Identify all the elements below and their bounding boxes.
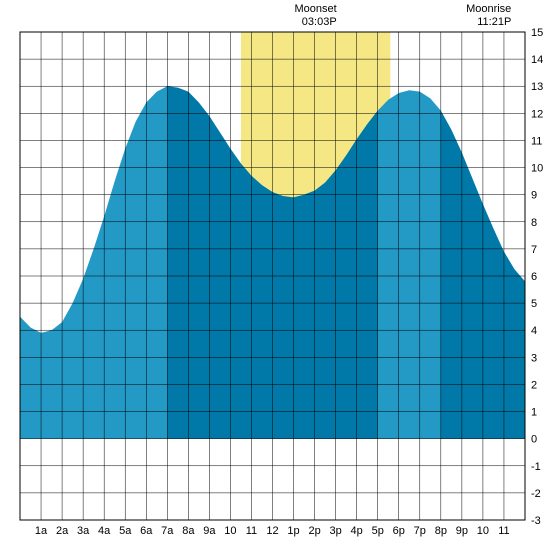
x-tick-label: 3a	[77, 525, 90, 537]
x-tick-label: 2a	[56, 525, 69, 537]
y-tick-label: 9	[531, 190, 537, 202]
y-tick-label: 8	[531, 217, 537, 229]
x-tick-label: 10	[477, 525, 489, 537]
moonset-label: Moonset	[294, 3, 336, 15]
moonset-time: 03:03P	[302, 16, 337, 28]
x-tick-label: 6p	[393, 525, 405, 537]
chart-svg: -3-2-101234567891011121314151a2a3a4a5a6a…	[0, 0, 550, 550]
y-tick-label: -1	[531, 461, 541, 473]
y-tick-label: 12	[531, 108, 543, 120]
y-tick-label: 6	[531, 271, 537, 283]
x-tick-label: 10	[224, 525, 236, 537]
y-tick-label: -2	[531, 488, 541, 500]
x-tick-label: 6a	[140, 525, 153, 537]
y-tick-label: 11	[531, 135, 542, 147]
y-tick-label: 10	[531, 163, 543, 175]
x-tick-label: 8p	[435, 525, 447, 537]
x-tick-label: 7a	[161, 525, 174, 537]
x-tick-label: 12	[266, 525, 278, 537]
y-tick-label: 14	[531, 54, 543, 66]
x-tick-label: 9p	[456, 525, 468, 537]
y-tick-label: 13	[531, 81, 543, 93]
x-tick-label: 4a	[98, 525, 111, 537]
x-tick-label: 11	[246, 525, 257, 537]
x-tick-label: 3p	[330, 525, 342, 537]
y-tick-label: 2	[531, 379, 537, 391]
x-tick-label: 9a	[203, 525, 216, 537]
y-tick-label: 0	[531, 434, 537, 446]
x-tick-label: 8a	[182, 525, 195, 537]
x-tick-label: 7p	[414, 525, 426, 537]
x-tick-label: 5p	[372, 525, 384, 537]
y-tick-label: -3	[531, 515, 541, 527]
y-tick-label: 15	[531, 27, 543, 39]
x-tick-label: 1p	[287, 525, 299, 537]
y-tick-label: 5	[531, 298, 537, 310]
tide-chart: -3-2-101234567891011121314151a2a3a4a5a6a…	[0, 0, 550, 550]
y-tick-label: 3	[531, 352, 537, 364]
x-tick-label: 5a	[119, 525, 132, 537]
x-tick-label: 1a	[35, 525, 48, 537]
tide-area	[378, 90, 441, 438]
x-tick-label: 2p	[308, 525, 320, 537]
moonrise-label: Moonrise	[466, 3, 511, 15]
y-tick-label: 4	[531, 325, 537, 337]
x-tick-label: 4p	[351, 525, 363, 537]
moonrise-time: 11:21P	[477, 16, 511, 28]
y-tick-label: 1	[531, 407, 537, 419]
x-tick-label: 11	[498, 525, 509, 537]
y-tick-label: 7	[531, 244, 537, 256]
